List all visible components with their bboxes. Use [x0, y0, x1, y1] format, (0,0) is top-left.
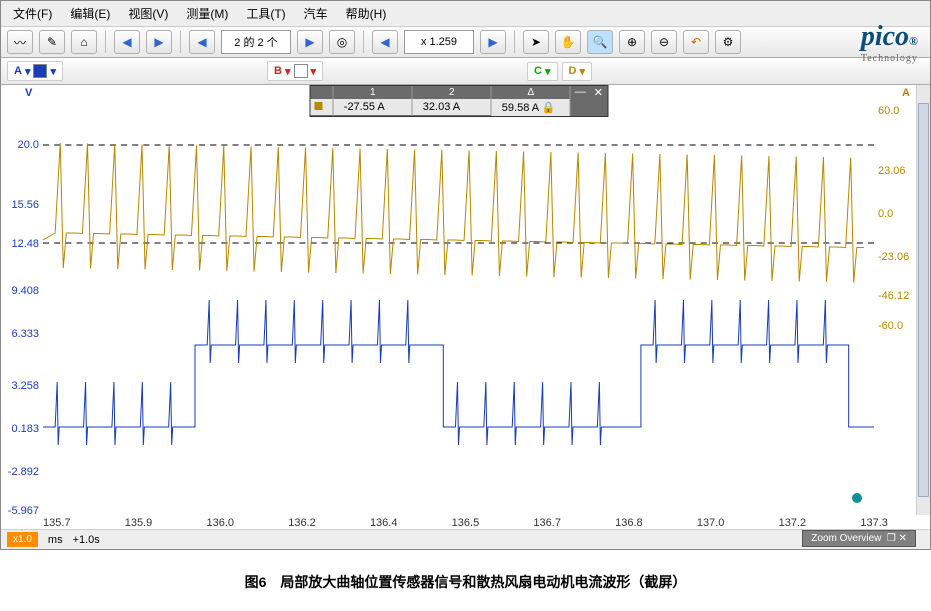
- time-unit: ms: [48, 534, 63, 546]
- time-marker[interactable]: [852, 493, 862, 503]
- unit-a-label: A: [902, 87, 910, 99]
- page-prev-icon[interactable]: ◀: [189, 30, 215, 54]
- menu-edit[interactable]: 编辑(E): [70, 5, 110, 22]
- ruler-panel[interactable]: 1-27.55 A 232.03 A Δ59.58 A 🔒 — ✕: [309, 85, 608, 117]
- zoom-next-icon[interactable]: ▶: [480, 30, 506, 54]
- edit-icon[interactable]: ✎: [39, 30, 65, 54]
- footer-bar: x1.0 ms +1.0s Zoom Overview ❐ ✕: [1, 529, 930, 549]
- zoom-in-icon[interactable]: ⊕: [619, 30, 645, 54]
- ruler-close-icon[interactable]: ✕: [590, 86, 607, 116]
- brand-logo: pico® Technology: [861, 21, 918, 64]
- time-offset: +1.0s: [73, 534, 100, 546]
- ruler-min-icon[interactable]: —: [571, 86, 590, 116]
- vertical-scrollbar[interactable]: [916, 85, 930, 515]
- nav-first-icon[interactable]: ◀: [114, 30, 140, 54]
- menu-tools[interactable]: 工具(T): [246, 5, 285, 22]
- x-multiplier[interactable]: x1.0: [7, 532, 38, 547]
- waveform-canvas[interactable]: 1-27.55 A 232.03 A Δ59.58 A 🔒 — ✕: [43, 85, 874, 515]
- figure-caption: 图6 局部放大曲轴位置传感器信号和散热风扇电动机电流波形（截屏）: [0, 550, 931, 600]
- page-next-icon[interactable]: ▶: [297, 30, 323, 54]
- app-window: 文件(F) 编辑(E) 视图(V) 测量(M) 工具(T) 汽车 帮助(H) 〰…: [0, 0, 931, 550]
- x-axis: 135.7135.9136.0136.2136.4136.5136.7136.8…: [1, 515, 930, 529]
- toolbar-main: 〰 ✎ ⌂ ◀ ▶ ◀ 2 的 2 个 ▶ ◎ ◀ x 1.259 ▶ ➤ ✋ …: [1, 26, 930, 58]
- settings-icon[interactable]: ⚙: [715, 30, 741, 54]
- zoom-out-icon[interactable]: ⊖: [651, 30, 677, 54]
- menu-help[interactable]: 帮助(H): [346, 5, 387, 22]
- home-icon[interactable]: ⌂: [71, 30, 97, 54]
- y-axis-left: V 20.015.5612.489.4086.3333.2580.183-2.8…: [1, 85, 43, 515]
- zoom-overview[interactable]: Zoom Overview ❐ ✕: [802, 530, 916, 547]
- menu-view[interactable]: 视图(V): [128, 5, 168, 22]
- unit-v-label: V: [25, 87, 32, 99]
- nav-prev-icon[interactable]: ▶: [146, 30, 172, 54]
- compass-icon[interactable]: ◎: [329, 30, 355, 54]
- zoom-display: x 1.259: [404, 30, 474, 54]
- pointer-icon[interactable]: ➤: [523, 30, 549, 54]
- zoom-box-icon[interactable]: 🔍: [587, 30, 613, 54]
- plot-area: V 20.015.5612.489.4086.3333.2580.183-2.8…: [1, 85, 930, 515]
- channel-c[interactable]: C ▾: [527, 62, 557, 81]
- channel-bar: A ▾ ▾ B ▾ ▾ C ▾ D ▾: [1, 58, 930, 85]
- menu-auto[interactable]: 汽车: [304, 5, 328, 22]
- channel-b[interactable]: B ▾ ▾: [267, 61, 323, 81]
- undo-icon[interactable]: ↶: [683, 30, 709, 54]
- menu-bar: 文件(F) 编辑(E) 视图(V) 测量(M) 工具(T) 汽车 帮助(H): [1, 1, 930, 26]
- channel-d[interactable]: D ▾: [562, 62, 592, 81]
- channel-a[interactable]: A ▾ ▾: [7, 61, 63, 81]
- menu-measure[interactable]: 测量(M): [186, 5, 228, 22]
- y-axis-right: A 60.023.060.0-23.06-46.12-60.0: [874, 85, 916, 515]
- wave-icon[interactable]: 〰: [7, 30, 33, 54]
- menu-file[interactable]: 文件(F): [13, 5, 52, 22]
- hand-icon[interactable]: ✋: [555, 30, 581, 54]
- waveform-svg: [43, 85, 874, 515]
- pager-display: 2 的 2 个: [221, 30, 291, 54]
- zoom-prev-icon[interactable]: ◀: [372, 30, 398, 54]
